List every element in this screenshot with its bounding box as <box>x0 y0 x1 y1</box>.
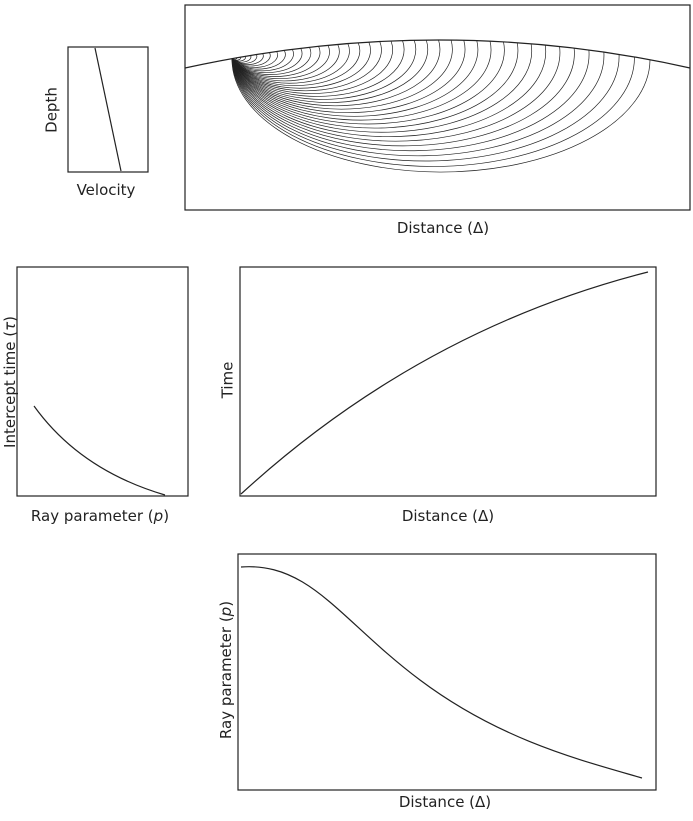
ray <box>231 52 605 157</box>
ray <box>231 41 505 125</box>
ray <box>231 50 590 152</box>
x-label: Velocity <box>77 181 136 199</box>
ray <box>231 41 371 89</box>
ray <box>231 46 321 77</box>
x-label: Distance (Δ) <box>397 219 489 237</box>
ray <box>231 40 466 113</box>
ray <box>231 43 350 84</box>
surface <box>184 39 691 69</box>
ray <box>231 45 330 79</box>
y-label: Intercept time (τ) <box>1 316 19 448</box>
y-label: Depth <box>43 87 61 133</box>
x-label: Ray parameter (p) <box>31 507 169 525</box>
ray <box>231 40 405 97</box>
tau-box <box>16 266 189 497</box>
time-box <box>239 266 657 497</box>
label-part: ) <box>163 507 169 525</box>
ray <box>231 40 479 117</box>
ray <box>231 48 575 147</box>
ray <box>231 46 561 142</box>
ray <box>231 47 312 75</box>
y-label: Ray parameter (p) <box>217 601 235 739</box>
x-label: Distance (Δ) <box>402 507 494 525</box>
ray <box>231 44 340 82</box>
ray <box>231 58 651 173</box>
ray <box>231 49 294 72</box>
label-part: Ray parameter ( <box>31 507 154 525</box>
label-part: Intercept time ( <box>1 331 19 448</box>
ray <box>231 41 492 121</box>
ray <box>231 43 533 133</box>
label-part: Ray parameter ( <box>217 616 235 739</box>
ray <box>231 40 417 100</box>
p-box <box>237 553 657 791</box>
p-curve <box>240 566 643 779</box>
ray <box>231 45 547 138</box>
ray <box>231 48 303 73</box>
ray <box>231 51 278 68</box>
label-symbol: τ <box>1 321 19 331</box>
ray <box>231 42 361 86</box>
ray <box>231 40 393 94</box>
ray <box>231 57 635 167</box>
y-label: Time <box>219 362 237 400</box>
ray <box>231 39 453 110</box>
ray <box>231 54 620 162</box>
label-symbol: p <box>153 507 164 525</box>
time-curve <box>240 271 649 495</box>
velocity-line <box>94 47 122 172</box>
ray <box>231 42 519 129</box>
ray <box>231 39 441 107</box>
x-label: Distance (Δ) <box>399 793 491 811</box>
ray <box>231 41 382 92</box>
rays <box>231 39 651 173</box>
velocity-box <box>67 46 149 173</box>
ray <box>231 50 286 70</box>
ray <box>231 39 429 103</box>
label-symbol: p <box>217 607 235 618</box>
ray-box <box>184 4 691 211</box>
label-part: ) <box>217 601 235 607</box>
tau-curve <box>33 405 166 496</box>
label-part: ) <box>1 316 19 322</box>
